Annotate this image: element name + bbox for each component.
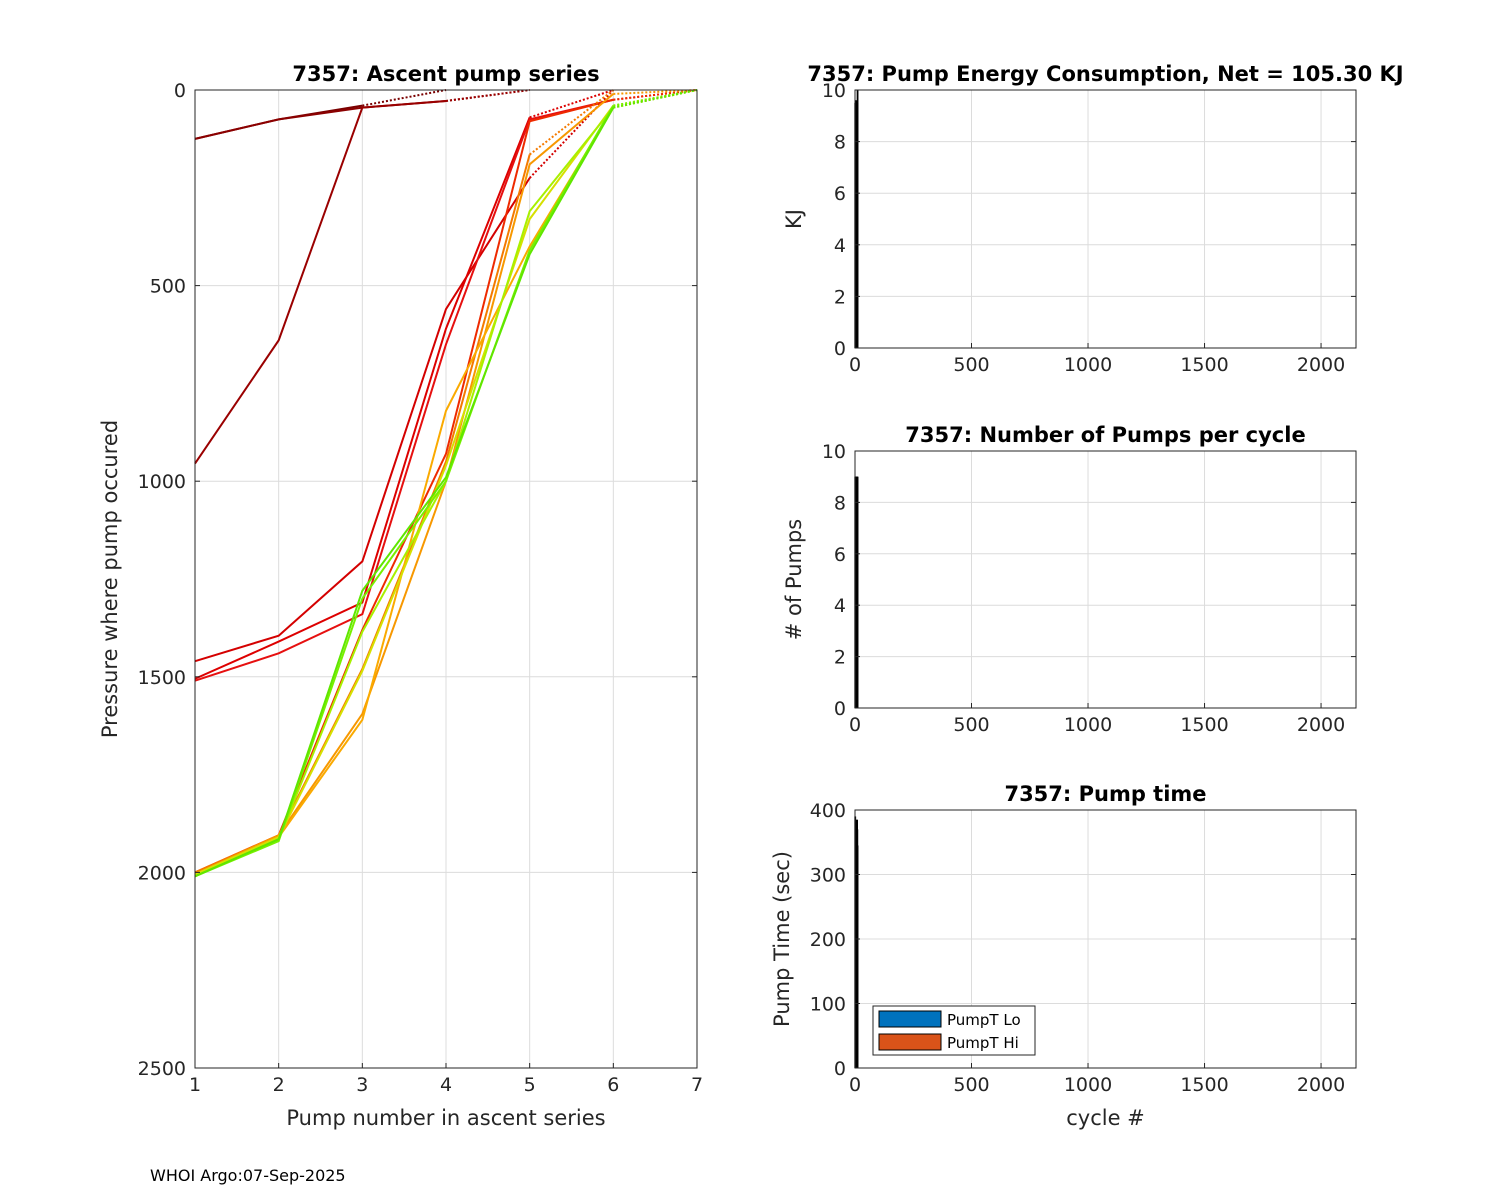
x-tick-label: 6	[607, 1074, 619, 1096]
cycle-bar	[856, 845, 859, 1068]
ascent-series-surface-segment	[529, 89, 614, 119]
npumps-axes-frame	[854, 450, 1357, 709]
y-tick-label: 4	[834, 595, 846, 617]
x-tick-label: 4	[440, 1074, 452, 1096]
x-tick-label: 0	[849, 714, 861, 736]
pumptime-ylabel: Pump Time (sec)	[770, 851, 794, 1027]
y-tick-label: 0	[174, 80, 186, 102]
energy-ticks: 0 500 1000 1500 2000 0 2 4 6 8 10	[822, 80, 1356, 376]
ascent-series-line	[194, 177, 531, 663]
y-tick-label: 6	[834, 183, 846, 205]
ascent-title: 7357: Ascent pump series	[292, 62, 599, 86]
y-tick-label: 10	[822, 441, 846, 463]
x-tick-label: 500	[953, 714, 989, 736]
x-tick-label: 2	[273, 1074, 285, 1096]
x-tick-label: 1000	[1064, 714, 1112, 736]
x-tick-label: 0	[849, 1074, 861, 1096]
npumps-plot: 0 500 1000 1500 2000 0 2 4 6 8 10 7357: Number of …	[782, 423, 1357, 736]
ascent-series-line	[194, 105, 615, 876]
x-tick-label: 7	[691, 1074, 703, 1096]
pumptime-xlabel: cycle #	[1066, 1106, 1145, 1130]
x-tick-label: 500	[953, 1074, 989, 1096]
y-tick-label: 0	[834, 698, 846, 720]
npumps-ticks: 0 500 1000 1500 2000 0 2 4 6 8 10	[822, 441, 1356, 736]
pumptime-title: 7357: Pump time	[1004, 782, 1206, 806]
legend-label-lo: PumpT Lo	[947, 1011, 1021, 1029]
x-tick-label: 1500	[1180, 714, 1228, 736]
x-tick-label: 1	[189, 1074, 201, 1096]
ascent-series-surface-segment	[445, 89, 530, 102]
energy-title: 7357: Pump Energy Consumption, Net = 105…	[807, 62, 1403, 86]
pumptime-ticks: 0 500 1000 1500 2000 0 100 200 300 400	[810, 800, 1356, 1096]
y-tick-label: 0	[834, 1058, 846, 1080]
y-tick-label: 100	[810, 994, 846, 1016]
y-tick-label: 4	[834, 235, 846, 257]
ascent-series-line	[194, 117, 531, 680]
ascent-series-line	[194, 98, 614, 682]
energy-axes-frame	[854, 89, 1357, 349]
y-tick-label: 1000	[138, 471, 186, 493]
pumptime-plot: 0 500 1000 1500 2000 0 100 200 300 400 7357: Pump…	[770, 782, 1357, 1130]
ascent-series-line	[194, 93, 614, 876]
ascent-series-line	[194, 106, 615, 878]
x-tick-label: 0	[849, 354, 861, 376]
legend-swatch-lo	[878, 1010, 942, 1028]
y-tick-label: 8	[834, 492, 846, 514]
ascent-series-line	[194, 107, 615, 878]
energy-grid	[854, 89, 1356, 349]
energy-bars	[854, 90, 859, 349]
energy-ylabel: KJ	[782, 209, 806, 229]
x-tick-label: 5	[524, 1074, 536, 1096]
cycle-bar	[856, 90, 859, 348]
y-tick-label: 2	[834, 647, 846, 669]
cycle-bar	[856, 476, 859, 708]
ascent-series-surface-segment	[613, 89, 698, 95]
x-tick-label: 1500	[1180, 1074, 1228, 1096]
y-tick-label: 8	[834, 132, 846, 154]
x-tick-label: 1000	[1064, 1074, 1112, 1096]
ascent-ylabel: Pressure where pump occured	[98, 420, 122, 738]
y-tick-label: 10	[822, 80, 846, 102]
y-tick-label: 400	[810, 800, 846, 822]
y-tick-label: 300	[810, 865, 846, 887]
legend-swatch-hi	[878, 1033, 942, 1051]
y-tick-label: 1500	[138, 667, 186, 689]
pumptime-legend: PumpT Lo PumpT Hi	[872, 1005, 1036, 1056]
x-tick-label: 500	[953, 354, 989, 376]
npumps-grid	[854, 450, 1356, 709]
ascent-grid	[194, 89, 698, 1069]
y-tick-label: 0	[834, 338, 846, 360]
footer-date: WHOI Argo:07-Sep-2025	[150, 1166, 346, 1185]
npumps-title: 7357: Number of Pumps per cycle	[905, 423, 1305, 447]
x-tick-label: 2000	[1297, 1074, 1345, 1096]
ascent-series-line	[194, 105, 615, 878]
x-tick-label: 3	[356, 1074, 368, 1096]
ascent-series-line	[194, 107, 615, 876]
ascent-series-line	[194, 99, 447, 140]
energy-plot: 0 500 1000 1500 2000 0 2 4 6 8 10 7357: Pump Energ…	[782, 62, 1404, 376]
y-tick-label: 200	[810, 929, 846, 951]
y-tick-label: 2500	[138, 1058, 186, 1080]
ascent-series-line	[194, 99, 447, 465]
y-tick-label: 500	[150, 276, 186, 298]
y-tick-label: 2000	[138, 862, 186, 884]
ascent-xlabel: Pump number in ascent series	[286, 1106, 605, 1130]
npumps-ylabel: # of Pumps	[782, 519, 806, 641]
legend-label-hi: PumpT Hi	[947, 1034, 1019, 1052]
ascent-ticks: 1 2 3 4 5 6 7 0 500 1000 1500 2000 2500	[138, 80, 703, 1096]
x-tick-label: 1500	[1180, 354, 1228, 376]
y-tick-label: 6	[834, 544, 846, 566]
ascent-plot: 1 2 3 4 5 6 7 0 500 1000 1500 2000 2500 7357: Ascent…	[98, 62, 703, 1130]
ascent-lines	[194, 89, 698, 878]
x-tick-label: 2000	[1297, 714, 1345, 736]
y-tick-label: 2	[834, 286, 846, 308]
x-tick-label: 2000	[1297, 354, 1345, 376]
x-tick-label: 1000	[1064, 354, 1112, 376]
ascent-series-surface-segment	[529, 89, 614, 156]
